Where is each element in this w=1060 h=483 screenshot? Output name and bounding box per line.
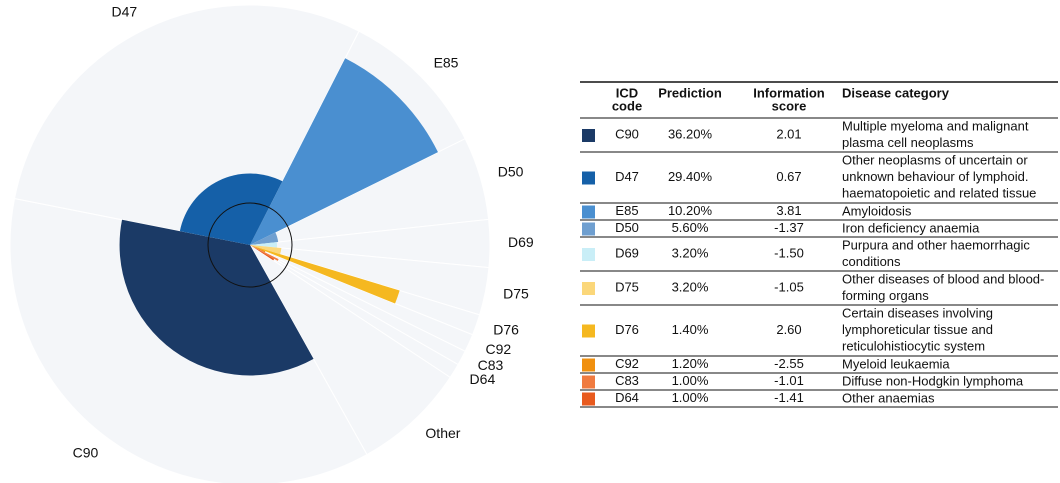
sector-label: E85 [434,54,459,70]
score: -1.41 [774,390,804,405]
wedge [250,232,279,245]
wedge [250,245,282,255]
code: D47 [615,169,639,184]
score: -2.55 [774,356,804,371]
wedge [250,245,275,261]
prediction: 5.60% [672,220,709,235]
legend-swatch [582,324,595,338]
description: Iron deficiency anaemia [842,220,980,235]
code: C90 [615,126,639,141]
sector-label: Other [425,425,460,441]
description: haematopoietic and related tissue [842,185,1036,200]
legend-swatch [582,205,595,219]
header: code [612,98,642,113]
header: Prediction [658,85,722,100]
legend-swatch [582,248,595,261]
description: plasma cell neoplasms [842,135,974,150]
sector-label: C90 [73,444,99,460]
description: Multiple myeloma and malignant [842,118,1029,133]
wedge [250,242,277,248]
sector-label: D76 [493,322,519,338]
description: Purpura and other haemorrhagic [842,237,1030,252]
sector-label: D64 [470,371,496,387]
prediction: 1.40% [672,322,709,337]
sector-label: D47 [112,4,138,20]
legend-swatch [582,358,595,372]
header: Disease category [842,85,950,100]
score: -1.01 [774,373,804,388]
background-sector [249,244,451,456]
wedge [119,219,314,376]
prediction: 1.00% [672,373,709,388]
description: conditions [842,254,901,269]
description: Myeloid leukaemia [842,356,950,371]
header: Information [753,85,825,100]
description: lymphoreticular tissue and [842,322,993,337]
description: Diffuse non-Hodgkin lymphoma [842,373,1024,388]
description: Other neoplasms of uncertain or [842,152,1028,167]
score: -1.05 [774,279,804,294]
legend-swatch [582,392,595,406]
code: D75 [615,279,639,294]
legend-swatch [582,129,595,142]
legend-swatch [582,375,595,389]
score: 2.60 [776,322,801,337]
description: Other anaemias [842,390,935,405]
legend-swatch [582,222,595,236]
prediction: 1.00% [672,390,709,405]
code: D69 [615,245,639,260]
prediction: 29.40% [668,169,713,184]
description: Certain diseases involving [842,305,993,320]
code: D50 [615,220,639,235]
header: score [772,98,807,113]
baseline-circle [207,202,293,288]
description: Amyloidosis [842,203,912,218]
wedge [250,245,400,304]
code: C92 [615,356,639,371]
description: unknown behaviour of lymphoid. [842,169,1028,184]
prediction: 3.20% [672,279,709,294]
description: reticulohistiocytic system [842,338,985,353]
sector-label: D75 [503,286,529,302]
header: ICD [616,85,638,100]
score: 0.67 [776,169,801,184]
description: forming organs [842,288,929,303]
description: Other diseases of blood and blood- [842,271,1044,286]
code: D76 [615,322,639,337]
score: -1.50 [774,245,804,260]
wedge [250,58,438,245]
prediction: 1.20% [672,356,709,371]
legend-swatch [582,282,595,295]
prediction: 3.20% [672,245,709,260]
score: 2.01 [776,126,801,141]
code: E85 [615,203,638,218]
score: -1.37 [774,220,804,235]
score: 3.81 [776,203,801,218]
legend-swatch [582,171,595,185]
code: D64 [615,390,639,405]
sector-label: D50 [498,164,524,180]
sector-label: C92 [485,341,511,357]
prediction: 36.20% [668,126,713,141]
wedge [250,245,266,253]
code: C83 [615,373,639,388]
sector-label: C83 [478,357,504,373]
wedge [250,245,279,261]
sector-label: D69 [508,234,534,250]
prediction: 10.20% [668,203,713,218]
wedge [179,173,283,245]
